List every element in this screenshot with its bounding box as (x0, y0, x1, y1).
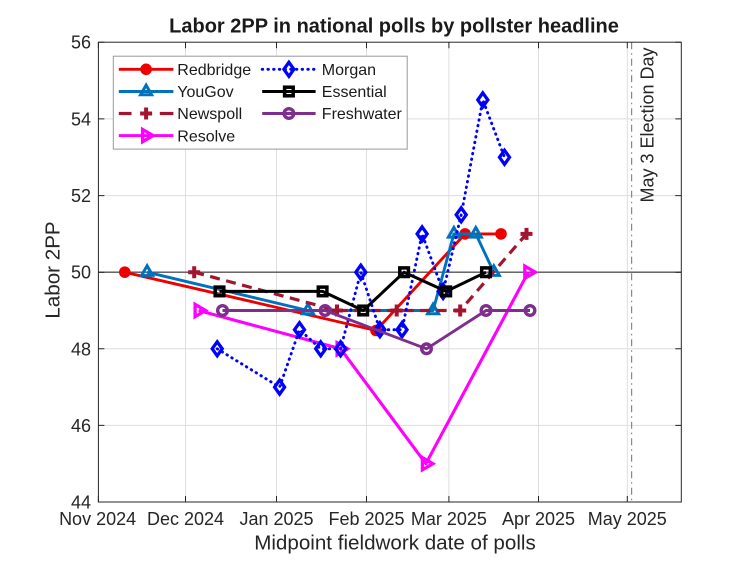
svg-text:Resolve: Resolve (177, 128, 235, 145)
svg-text:Jan 2025: Jan 2025 (239, 509, 313, 529)
svg-text:Apr 2025: Apr 2025 (502, 509, 575, 529)
svg-text:May 2025: May 2025 (588, 509, 667, 529)
svg-text:54: 54 (71, 109, 91, 129)
svg-text:Nov 2024: Nov 2024 (59, 509, 136, 529)
svg-text:Essential: Essential (322, 84, 387, 101)
svg-text:56: 56 (71, 33, 91, 53)
svg-text:Midpoint fieldwork date of pol: Midpoint fieldwork date of polls (254, 532, 536, 555)
svg-text:Freshwater: Freshwater (322, 106, 403, 123)
svg-text:May 3 Election Day: May 3 Election Day (638, 47, 658, 202)
svg-text:50: 50 (71, 263, 91, 283)
svg-text:Mar 2025: Mar 2025 (411, 509, 487, 529)
svg-text:Feb 2025: Feb 2025 (328, 509, 404, 529)
svg-text:Labor 2PP in national polls by: Labor 2PP in national polls by pollster … (169, 15, 619, 37)
svg-text:44: 44 (71, 493, 91, 513)
svg-text:52: 52 (71, 186, 91, 206)
svg-text:48: 48 (71, 339, 91, 359)
svg-text:46: 46 (71, 416, 91, 436)
svg-text:Newspoll: Newspoll (177, 106, 242, 123)
svg-text:Dec 2024: Dec 2024 (147, 509, 224, 529)
svg-text:YouGov: YouGov (177, 84, 233, 101)
svg-text:Labor 2PP: Labor 2PP (42, 221, 65, 318)
svg-text:Morgan: Morgan (322, 62, 376, 79)
svg-text:Redbridge: Redbridge (177, 62, 251, 79)
